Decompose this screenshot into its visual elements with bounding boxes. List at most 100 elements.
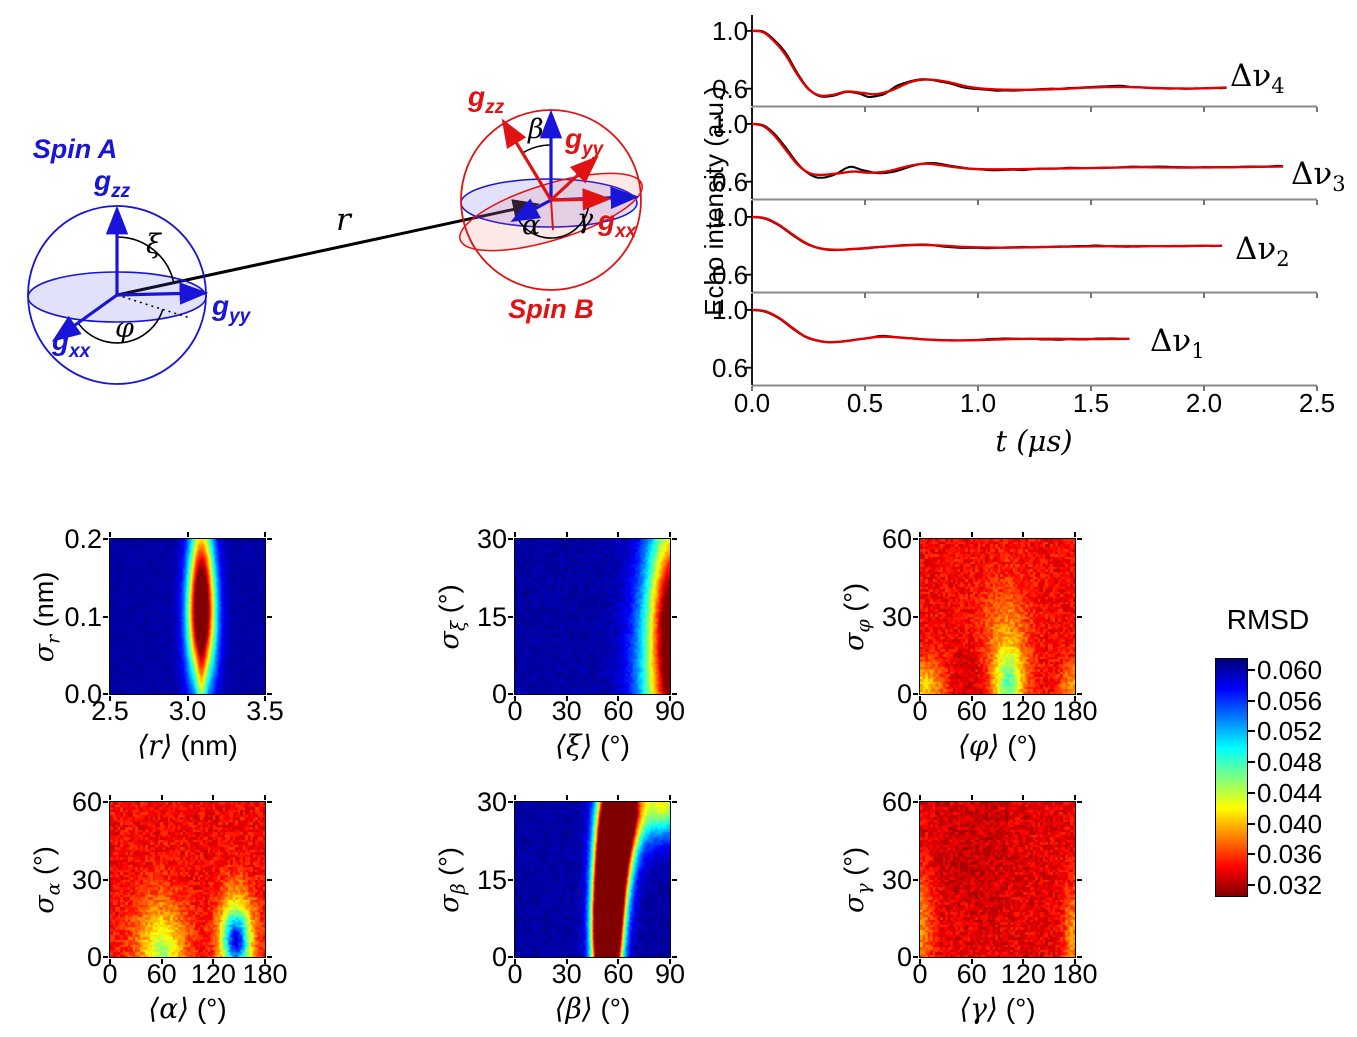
- map-y-tick-mark: [508, 693, 513, 695]
- map-x-tick-mark: [970, 696, 973, 701]
- rmsd-map-phi-x-axis-label: ⟨φ⟩ (°): [957, 729, 1038, 762]
- map-y-tick-label: 0: [896, 679, 912, 709]
- map-y-tick-mark-right: [267, 615, 272, 618]
- map-y-tick-mark: [508, 878, 513, 881]
- map-y-tick-mark-right: [1077, 615, 1082, 618]
- map-x-tick-label: 60: [956, 696, 987, 726]
- map-x-tick-mark: [669, 959, 671, 964]
- map-x-tick-label: 3.0: [168, 696, 207, 726]
- spin-a-title: Spin A: [33, 134, 118, 164]
- map-x-tick-mark-top: [1022, 795, 1025, 800]
- map-x-tick-mark-top: [109, 532, 111, 537]
- rmsd-map-r-x-axis-label: ⟨r⟩ (nm): [137, 729, 238, 762]
- map-y-tick-mark-right: [267, 956, 272, 958]
- beta-angle-label: β: [527, 114, 544, 145]
- rmsd-heatmap-canvas-alpha: [108, 800, 266, 958]
- map-x-tick-mark-top: [1074, 795, 1076, 800]
- map-x-tick-mark: [919, 696, 921, 701]
- map-y-tick-label: 30: [476, 524, 507, 554]
- map-x-tick-label: 90: [654, 696, 686, 726]
- colorbar-tick-mark: [1248, 883, 1255, 886]
- map-y-tick-label: 30: [881, 601, 912, 632]
- echo-intensity-chart: Echo intensity (a.u.) Δν4 Δν3 Δν2 Δν1 t …: [699, 8, 1357, 468]
- beta-angle-arc: [521, 144, 552, 154]
- rmsd-map-beta-x-axis-label: ⟨β⟩ (°): [554, 992, 631, 1025]
- map-x-tick-mark: [160, 959, 163, 964]
- map-y-tick-label: 60: [71, 787, 102, 817]
- map-x-tick-mark: [1074, 959, 1076, 964]
- map-x-tick-mark-top: [109, 795, 111, 800]
- echo-y-tick-label: 1.0: [712, 109, 749, 139]
- map-x-tick-label: 60: [956, 959, 987, 989]
- map-y-tick-mark-right: [672, 956, 677, 958]
- rmsd-map-alpha-x-axis-label: ⟨α⟩ (°): [148, 992, 227, 1025]
- map-x-tick-mark: [212, 959, 215, 964]
- map-x-tick-label: 0: [507, 696, 523, 726]
- map-x-tick-mark: [264, 696, 266, 701]
- echo-x-tick-label: 2.0: [1185, 388, 1223, 418]
- colorbar-tick-label: 0.052: [1257, 716, 1323, 747]
- spin-b-sphere: [459, 109, 643, 291]
- map-y-tick-mark-right: [267, 538, 272, 540]
- map-y-tick-mark: [913, 878, 918, 881]
- map-x-tick-label: 90: [654, 959, 686, 989]
- echo-x-tick-label: 0.5: [846, 388, 884, 418]
- map-x-tick-label: 60: [146, 959, 177, 989]
- colorbar-tick-label: 0.032: [1257, 869, 1323, 900]
- map-x-tick-mark: [1022, 696, 1025, 701]
- map-x-tick-label: 0: [507, 959, 523, 989]
- map-x-tick-label: 60: [603, 696, 634, 726]
- map-y-tick-mark-right: [672, 538, 677, 540]
- map-x-tick-mark-top: [970, 532, 973, 537]
- map-x-tick-mark: [186, 696, 189, 701]
- map-y-tick-mark-right: [267, 693, 272, 695]
- rmsd-heatmap-canvas-r: [108, 537, 266, 695]
- map-x-tick-label: 120: [1000, 959, 1046, 989]
- map-y-tick-label: 0: [86, 942, 102, 972]
- rmsd-heatmap-canvas-gamma: [918, 800, 1076, 958]
- rmsd-map-phi: σφ (°) ⟨φ⟩ (°) 0 60 120 180 0 30 60: [839, 524, 1098, 762]
- map-y-tick-mark-right: [267, 878, 272, 881]
- map-x-tick-mark-top: [919, 795, 921, 800]
- map-x-tick-label: 0: [912, 959, 928, 989]
- map-y-tick-label: 0.0: [64, 679, 102, 709]
- map-x-tick-mark: [109, 959, 111, 964]
- phi-angle-label: φ: [115, 313, 134, 344]
- colorbar-tick-mark: [1248, 853, 1255, 856]
- map-y-tick-mark-right: [1077, 538, 1082, 540]
- echo-traces-plot: [746, 15, 1318, 391]
- map-y-tick-label: 60: [881, 787, 912, 817]
- map-x-tick-mark: [565, 696, 568, 701]
- rmsd-map-r: σr (nm) ⟨r⟩ (nm) 2.5 3.0 3.5 0.0 0.1 0.2: [29, 524, 284, 762]
- map-y-tick-mark-right: [1077, 801, 1082, 803]
- map-y-tick-mark-right: [1077, 693, 1082, 695]
- map-y-tick-label: 0.1: [64, 601, 102, 632]
- map-x-tick-mark-top: [514, 532, 516, 537]
- map-x-tick-mark-top: [565, 532, 568, 537]
- map-x-tick-mark-top: [669, 532, 671, 537]
- spin-a-sphere: [27, 205, 209, 385]
- colorbar-tick-mark: [1248, 730, 1255, 733]
- xi-angle-arc: [116, 236, 175, 283]
- map-x-tick-mark: [514, 696, 516, 701]
- rmsd-map-gamma-x-axis-label: ⟨γ⟩ (°): [959, 992, 1036, 1025]
- map-x-tick-mark-top: [1022, 532, 1025, 537]
- map-x-tick-mark-top: [264, 532, 266, 537]
- map-y-tick-mark-right: [1077, 878, 1082, 881]
- map-y-tick-label: 15: [476, 601, 507, 632]
- map-y-tick-label: 0: [491, 679, 507, 709]
- r-projection-dotted-line: [116, 294, 191, 319]
- rmsd-colorbar: RMSD 0.060 0.056 0.052 0.048 0.044 0.040 0.036…: [1215, 600, 1355, 920]
- map-x-tick-label: 180: [1052, 959, 1098, 989]
- r-vector-arrow: [116, 199, 540, 297]
- rmsd-map-gamma: σγ (°) ⟨γ⟩ (°) 0 60 120 180 0 30 60: [839, 787, 1098, 1025]
- echo-trace-fit: [751, 29, 1227, 98]
- map-y-tick-label: 0.2: [64, 524, 102, 554]
- r-distance-label: r: [336, 202, 353, 238]
- map-x-tick-label: 180: [242, 959, 288, 989]
- echo-trace-fit: [751, 308, 1130, 344]
- map-x-tick-label: 0: [912, 696, 928, 726]
- spin-b-gyy-axis-arrow: [549, 155, 599, 202]
- colorbar-title: RMSD: [1226, 604, 1310, 635]
